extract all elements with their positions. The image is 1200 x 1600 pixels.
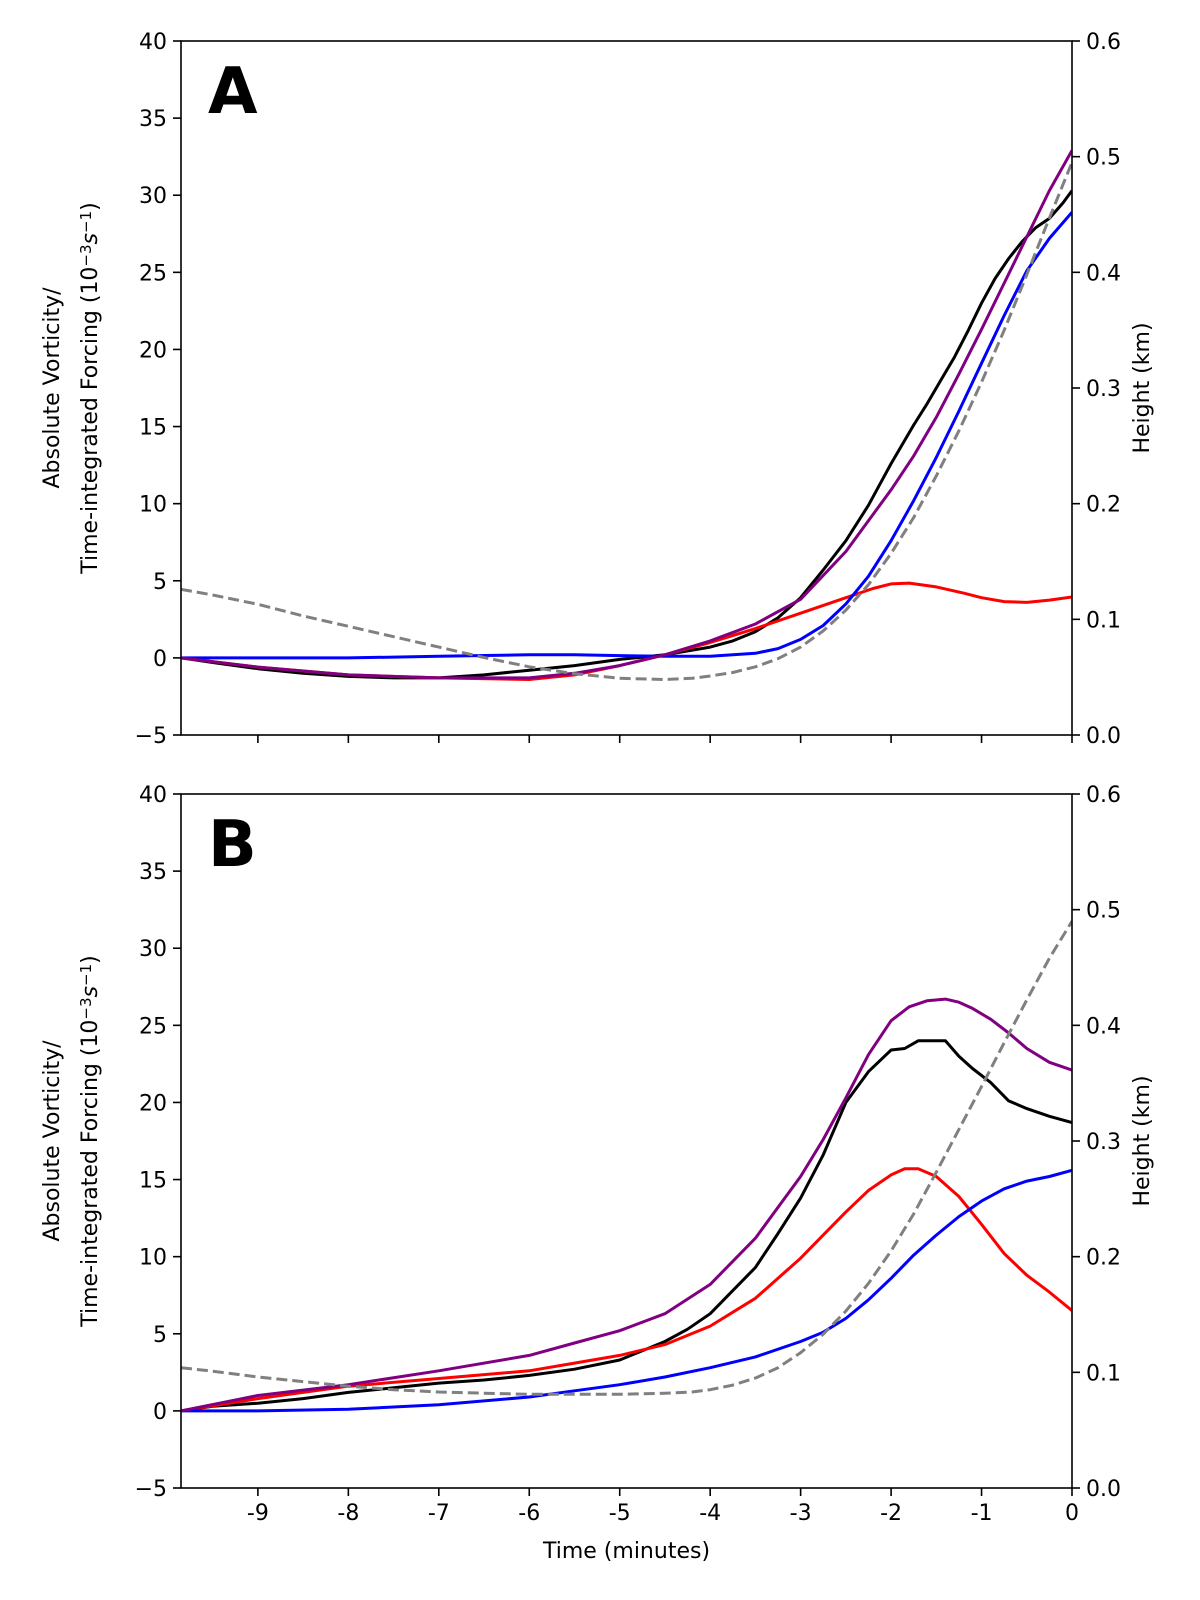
y2-axis-title: Height (km) [1130, 322, 1155, 453]
y-tick-label: 20 [139, 1091, 167, 1116]
y2-tick-label: 0.0 [1086, 724, 1121, 749]
y-tick-label: 0 [153, 647, 167, 672]
y-tick-label: 35 [139, 107, 167, 132]
y-tick-label: 0 [153, 1400, 167, 1425]
y-tick-label: 10 [139, 1246, 167, 1271]
series-line-1 [181, 189, 1072, 680]
y2-tick-label: 0.4 [1086, 1014, 1121, 1039]
y2-tick-label: 0.5 [1086, 899, 1121, 924]
y-axis-title-line2: Time-integrated Forcing (10−3s−1) [77, 202, 103, 575]
series-line-1 [181, 1039, 1072, 1413]
x-axis-title: Time (minutes) [542, 1539, 710, 1564]
y-tick-label: −5 [135, 724, 167, 749]
y-tick-label: −5 [135, 1477, 167, 1502]
y2-tick-label: 0.3 [1086, 377, 1121, 402]
y-tick-label: 5 [153, 570, 167, 595]
y-tick-label: 30 [139, 184, 167, 209]
y2-axis-title: Height (km) [1130, 1075, 1155, 1206]
y2-tick-label: 0.0 [1086, 1477, 1121, 1502]
x-tick-label: -7 [428, 1501, 450, 1526]
series-line-2 [181, 1167, 1072, 1413]
y-axis-title-line1: Absolute Vorticity/ [40, 1040, 65, 1242]
x-tick-label: -6 [518, 1501, 540, 1526]
y-tick-label: 25 [139, 1014, 167, 1039]
y-tick-label: 15 [139, 416, 167, 441]
y-tick-label: 10 [139, 493, 167, 518]
panel-letter: A [208, 55, 258, 129]
y-axis-title-line2: Time-integrated Forcing (10−3s−1) [77, 955, 103, 1328]
y2-tick-label: 0.4 [1086, 261, 1121, 286]
series-line-3 [181, 1168, 1072, 1413]
y2-tick-label: 0.6 [1086, 783, 1121, 808]
y-tick-label: 35 [139, 860, 167, 885]
x-tick-label: 0 [1065, 1501, 1079, 1526]
series-line-5 [181, 920, 1072, 1396]
y2-tick-label: 0.6 [1086, 30, 1121, 55]
y2-tick-label: 0.5 [1086, 146, 1121, 171]
x-tick-label: -9 [247, 1501, 269, 1526]
y-tick-label: 15 [139, 1169, 167, 1194]
panel-a: −5 0 5 10 15 20 25 30 35 40 0.0 0.1 0.2 0.3 0.4 0.5 0.6 A… [40, 30, 1155, 749]
y-tick-label: 5 [153, 1323, 167, 1348]
y-tick-label: 20 [139, 338, 167, 363]
y2-tick-label: 0.3 [1086, 1130, 1121, 1155]
series-line-3 [181, 211, 1072, 660]
y-axis-title-line1: Absolute Vorticity/ [40, 287, 65, 489]
panel-b: -9 -8 -7 -6 -5 -4 -3 -2 -1 0 −5 0 5 10 15 20 25 30 35 40 0.0… [40, 783, 1155, 1564]
y-tick-label: 30 [139, 937, 167, 962]
x-tick-label: -2 [880, 1501, 902, 1526]
x-tick-label: -3 [790, 1501, 812, 1526]
series-line-4 [181, 997, 1072, 1413]
y2-tick-label: 0.2 [1086, 493, 1121, 518]
y2-tick-label: 0.1 [1086, 1361, 1121, 1386]
series-line-5 [181, 161, 1072, 681]
plot-frame [180, 40, 1073, 736]
x-tick-label: -4 [699, 1501, 721, 1526]
series-group [181, 149, 1072, 681]
y2-tick-label: 0.1 [1086, 608, 1121, 633]
series-line-4 [181, 149, 1072, 680]
y-tick-label: 40 [139, 30, 167, 55]
x-tick-label: -1 [971, 1501, 993, 1526]
y2-tick-label: 0.2 [1086, 1246, 1121, 1271]
series-group [181, 920, 1072, 1413]
panel-letter: B [208, 808, 257, 882]
y-tick-label: 25 [139, 261, 167, 286]
x-tick-label: -8 [337, 1501, 359, 1526]
y-tick-label: 40 [139, 783, 167, 808]
x-tick-label: -5 [609, 1501, 631, 1526]
